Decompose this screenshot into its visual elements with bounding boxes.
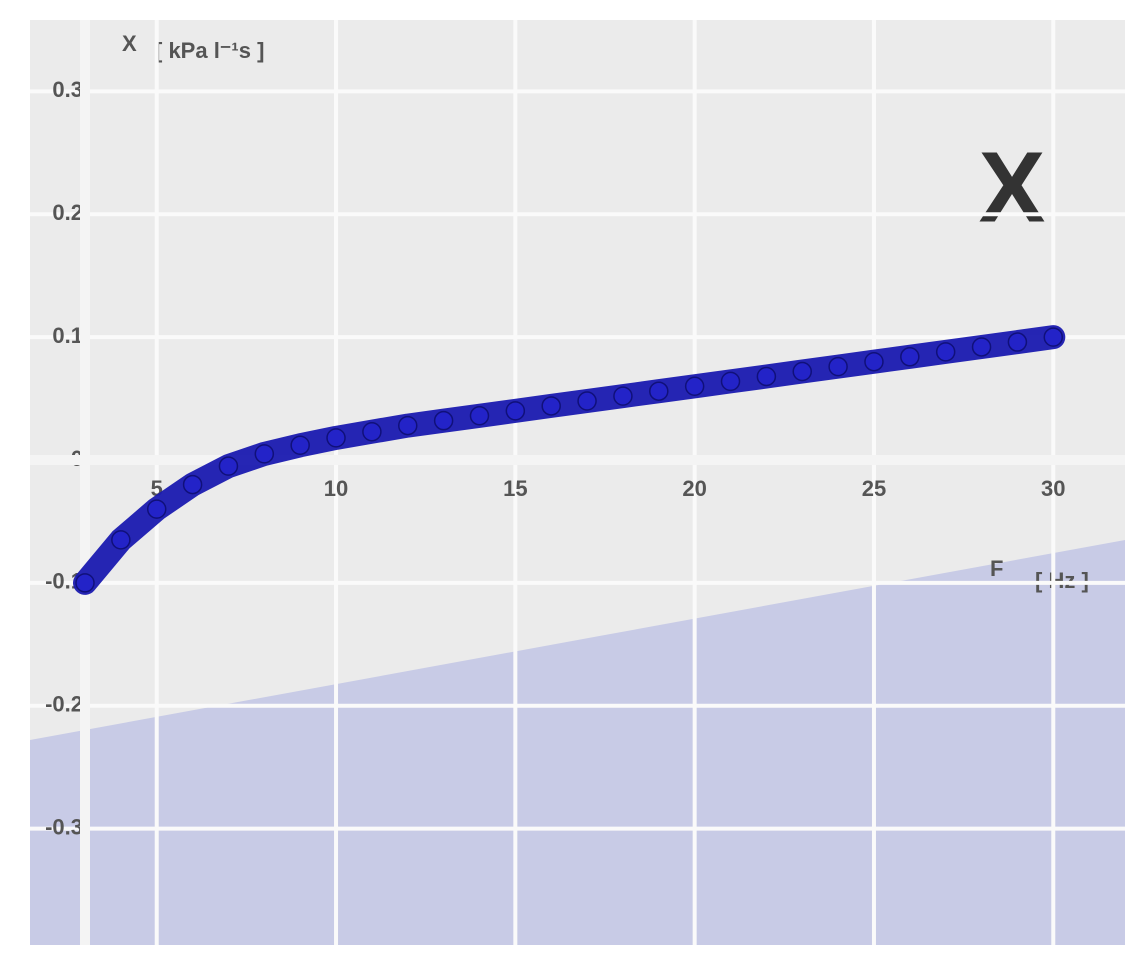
- data-point: [326, 428, 346, 448]
- x-tick-label: 30: [1041, 476, 1065, 501]
- data-point: [792, 361, 812, 382]
- data-point: [649, 381, 669, 401]
- data-point: [971, 337, 992, 357]
- data-point: [75, 573, 95, 593]
- data-point: [900, 347, 920, 367]
- y-tick-label: -0.3: [45, 814, 83, 839]
- shaded-region: [30, 540, 1125, 945]
- x-axis-unit: [ Hz ]: [1035, 568, 1089, 593]
- data-point: [398, 415, 418, 436]
- x-tick-label: 20: [682, 476, 706, 501]
- data-point: [684, 376, 705, 397]
- y-tick-label: 0.2: [52, 200, 83, 225]
- data-point: [254, 444, 275, 464]
- data-point: [720, 371, 741, 392]
- data-point: [469, 406, 490, 426]
- data-point: [362, 421, 382, 442]
- data-point: [1043, 327, 1064, 347]
- data-point: [577, 391, 597, 411]
- y-tick-label: -0.2: [45, 692, 83, 717]
- y-tick-label: 0.1: [52, 323, 83, 348]
- data-point: [182, 474, 203, 495]
- data-point: [505, 401, 526, 421]
- y-axis-unit: [ kPa l⁻¹s ]: [155, 38, 264, 63]
- x-tick-label: 10: [324, 476, 348, 501]
- x-tick-label: 15: [503, 476, 527, 501]
- data-point: [756, 366, 777, 387]
- x-tick-label: 25: [862, 476, 886, 501]
- data-point: [1007, 332, 1028, 352]
- data-point: [613, 386, 633, 406]
- data-point: [433, 410, 454, 431]
- data-point: [290, 435, 310, 456]
- data-line: [73, 325, 1066, 595]
- data-point: [541, 396, 561, 416]
- data-point: [935, 342, 956, 362]
- data-point: [828, 356, 848, 377]
- y-axis-label: X: [122, 31, 137, 56]
- data-point: [864, 351, 884, 372]
- chart-title: X: [979, 131, 1046, 243]
- data-point: [218, 456, 239, 476]
- data-point: [111, 530, 131, 550]
- x-axis-label: F: [990, 556, 1003, 581]
- y-tick-label: 0.3: [52, 77, 83, 102]
- data-point: [146, 499, 167, 519]
